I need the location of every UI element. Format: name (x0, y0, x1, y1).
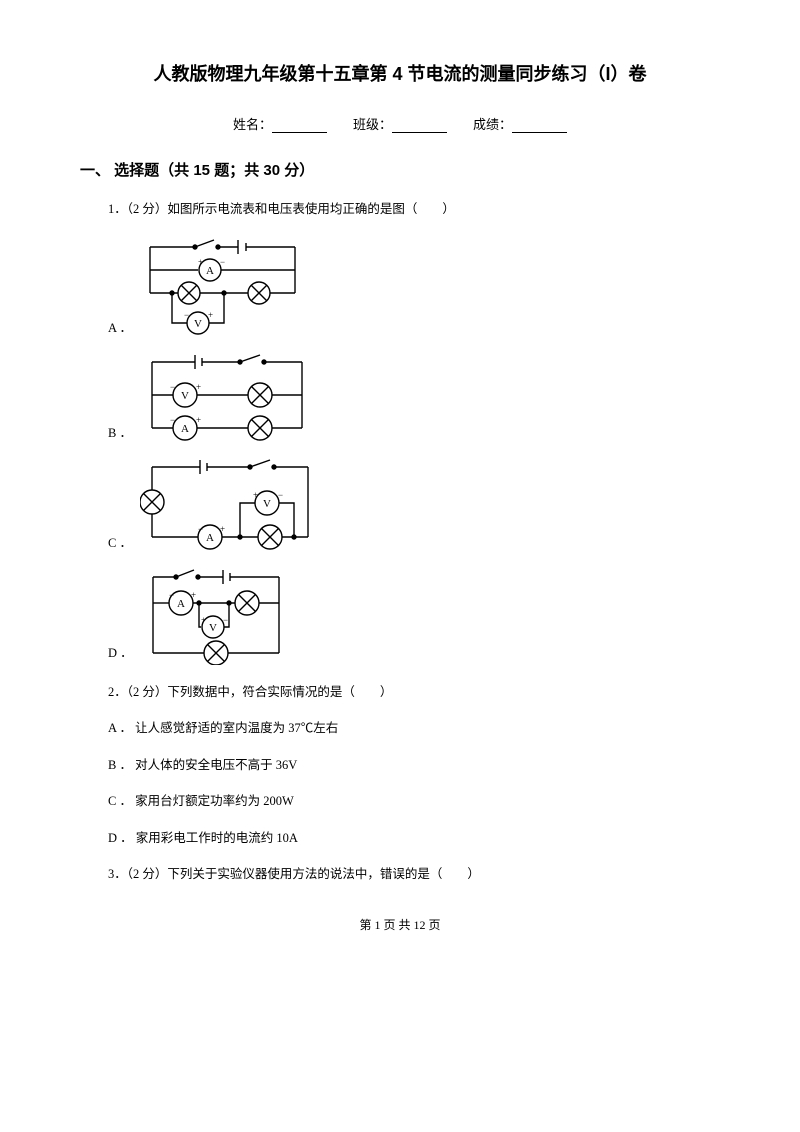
q2-option-a: A ． 让人感觉舒适的室内温度为 37℃左右 (108, 717, 720, 740)
svg-text:−: − (184, 310, 189, 320)
svg-text:A: A (206, 532, 214, 544)
student-info-row: 姓名： 班级： 成绩： (80, 114, 720, 133)
circuit-diagram-b: V A − + − + (140, 350, 315, 445)
svg-text:A: A (206, 265, 214, 277)
circuit-diagram-d: A V − + + − (141, 565, 291, 665)
q2-option-d: D ． 家用彩电工作时的电流约 10A (108, 827, 720, 850)
svg-text:+: + (208, 310, 213, 320)
svg-text:V: V (263, 498, 271, 510)
svg-text:+: + (196, 415, 201, 425)
circuit-diagram-c: A V − + + − (140, 455, 320, 555)
q2-stem: 2．（2 分）下列数据中，符合实际情况的是（ ） (108, 681, 720, 704)
q1-option-a: A ． (108, 235, 720, 340)
q2-option-b: B ． 对人体的安全电压不高于 36V (108, 754, 720, 777)
q1-b-letter: B ． (108, 422, 132, 441)
name-label: 姓名： (233, 117, 272, 132)
q1-option-c: C ． (108, 455, 720, 555)
q2-option-c: C ． 家用台灯额定功率约为 200W (108, 790, 720, 813)
svg-text:V: V (209, 622, 217, 634)
circuit-diagram-a: A V + − − + (140, 235, 305, 340)
svg-text:−: − (170, 415, 175, 425)
svg-text:A: A (177, 598, 185, 610)
svg-text:V: V (194, 318, 202, 330)
q1-stem: 1．（2 分）如图所示电流表和电压表使用均正确的是图（ ） (108, 198, 720, 221)
svg-text:A: A (181, 423, 189, 435)
class-label: 班级： (353, 117, 392, 132)
page-footer: 第 1 页 共 12 页 (80, 916, 720, 933)
q1-c-letter: C ． (108, 532, 132, 551)
svg-text:+: + (201, 615, 206, 625)
svg-text:+: + (198, 257, 203, 267)
q3-stem: 3．（2 分）下列关于实验仪器使用方法的说法中，错误的是（ ） (108, 863, 720, 886)
svg-text:V: V (181, 390, 189, 402)
svg-text:−: − (169, 590, 174, 600)
score-blank (512, 118, 567, 133)
svg-text:−: − (223, 615, 228, 625)
section-1-heading: 一、 选择题（共 15 题；共 30 分） (80, 159, 720, 180)
svg-text:+: + (253, 490, 258, 500)
svg-text:+: + (196, 382, 201, 392)
svg-text:−: − (220, 257, 225, 267)
q1-d-letter: D ． (108, 642, 133, 661)
name-blank (272, 118, 327, 133)
svg-text:−: − (278, 490, 283, 500)
class-blank (392, 118, 447, 133)
q1-a-letter: A ． (108, 317, 132, 336)
svg-text:+: + (220, 524, 225, 534)
q1-option-b: B ． (108, 350, 720, 445)
svg-text:−: − (170, 382, 175, 392)
score-label: 成绩： (473, 117, 512, 132)
svg-text:+: + (191, 590, 196, 600)
svg-text:−: − (198, 524, 203, 534)
page-title: 人教版物理九年级第十五章第 4 节电流的测量同步练习（I）卷 (80, 60, 720, 86)
q1-option-d: D ． (108, 565, 720, 665)
